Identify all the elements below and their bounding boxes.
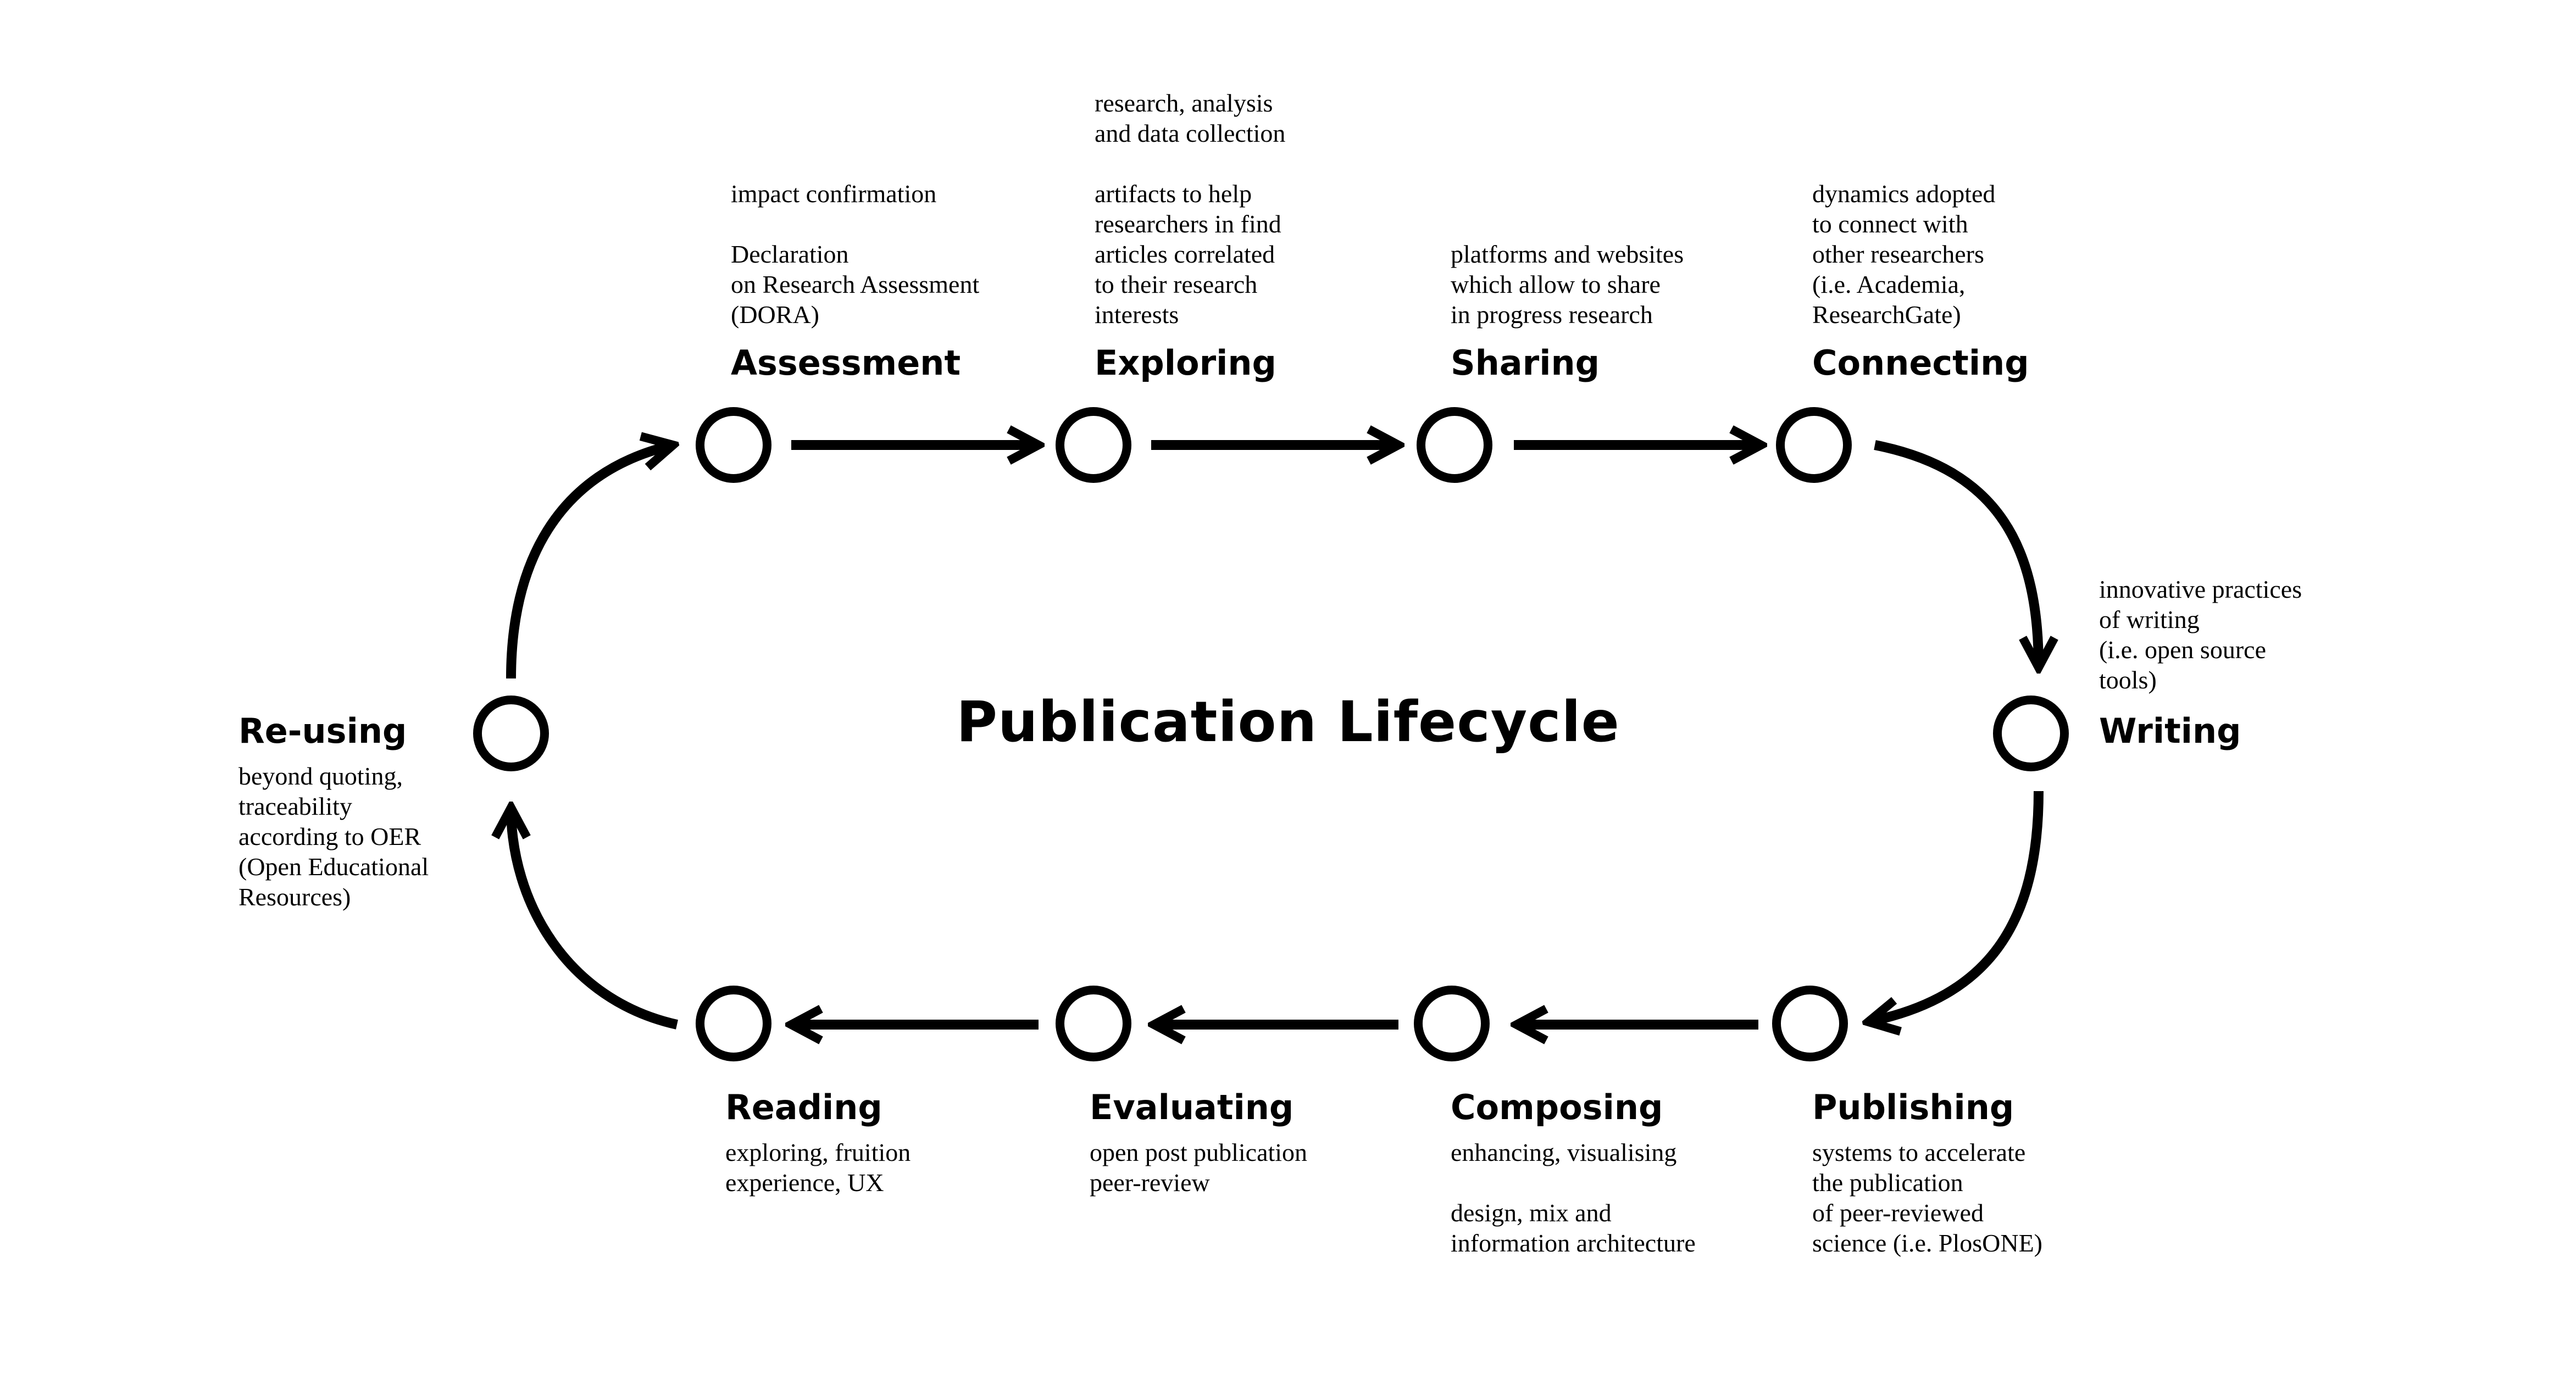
desc-connecting: dynamics adopted to connect with other r… — [1812, 180, 1996, 329]
desc-exploring: research, analysis and data collection a… — [1095, 89, 1286, 329]
node-composing — [1414, 986, 1490, 1061]
label-connecting: Connecting — [1812, 343, 2029, 383]
label-writing: Writing — [2099, 711, 2241, 751]
arrow-reading-to-reusing — [511, 808, 678, 1030]
arrow-reusing-to-assessment — [506, 445, 673, 679]
label-exploring: Exploring — [1095, 343, 1276, 383]
label-evaluating: Evaluating — [1090, 1087, 1294, 1127]
desc-evaluating: open post publication peer-review — [1090, 1138, 1308, 1197]
desc-sharing: platforms and websites which allow to sh… — [1451, 240, 1684, 329]
label-reusing: Re-using — [238, 711, 407, 751]
label-reading: Reading — [725, 1087, 882, 1127]
node-assessment — [696, 407, 771, 483]
desc-assessment: impact confirmation Declaration on Resea… — [731, 180, 980, 329]
desc-reading: exploring, fruition experience, UX — [725, 1138, 911, 1197]
label-assessment: Assessment — [731, 343, 961, 383]
node-sharing — [1417, 407, 1492, 483]
desc-composing: enhancing, visualising design, mix and i… — [1451, 1138, 1696, 1257]
desc-publishing: systems to accelerate the publication of… — [1812, 1138, 2042, 1257]
label-sharing: Sharing — [1451, 343, 1600, 383]
desc-writing: innovative practices of writing (i.e. op… — [2099, 575, 2302, 694]
node-evaluating — [1056, 986, 1131, 1061]
desc-reusing: beyond quoting, traceability according t… — [238, 762, 429, 911]
node-reusing — [473, 696, 549, 771]
node-publishing — [1772, 986, 1848, 1061]
label-composing: Composing — [1451, 1087, 1663, 1127]
label-publishing: Publishing — [1812, 1087, 2014, 1127]
node-reading — [696, 986, 771, 1061]
node-writing — [1993, 696, 2069, 771]
arrow-writing-to-publishing — [1868, 791, 2044, 1022]
node-connecting — [1776, 407, 1852, 483]
arrow-connecting-to-writing — [1874, 440, 2039, 667]
node-exploring — [1056, 407, 1131, 483]
page-title: Publication Lifecycle — [956, 689, 1620, 755]
